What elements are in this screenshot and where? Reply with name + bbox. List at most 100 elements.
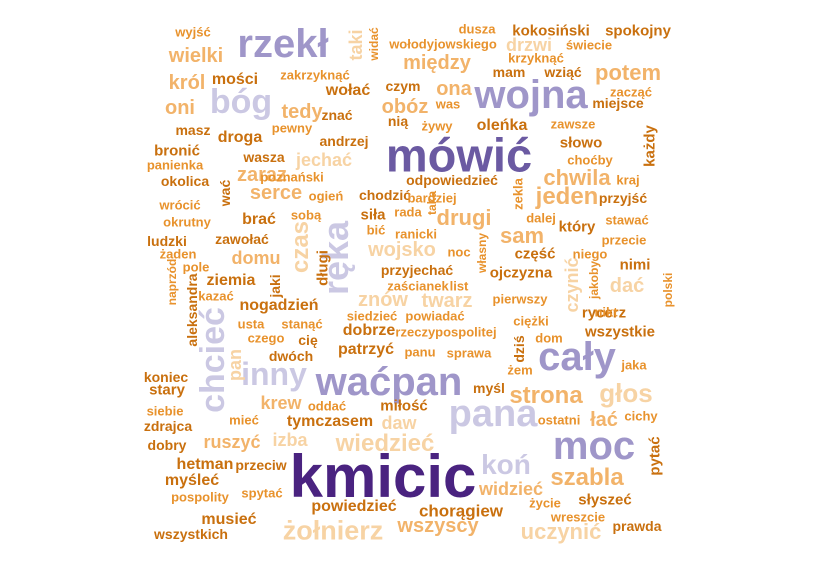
word: rycerz (581, 304, 627, 322)
word: ojczyzna (489, 264, 553, 282)
word: ogień (308, 188, 344, 204)
word: jakoby (587, 260, 601, 300)
word: daw (381, 413, 417, 433)
word: tedy (281, 101, 323, 123)
word: ciężki (513, 313, 549, 329)
word: dom (535, 330, 563, 346)
word: wołodyjowskiego (389, 36, 497, 52)
word: król (168, 72, 206, 94)
word: powiadać (405, 308, 465, 324)
word: pytać (646, 436, 664, 476)
word: tymczasem (286, 413, 374, 430)
word: widzieć (478, 479, 544, 499)
word: taki (346, 29, 366, 61)
word: oddać (307, 398, 347, 414)
word: czym (385, 78, 421, 94)
word: wyjść (175, 24, 211, 40)
word: polski (661, 272, 675, 308)
word: łać (590, 409, 618, 431)
word: przyjechać (380, 262, 454, 278)
word: aleksandra (184, 273, 200, 347)
word: bóg (209, 83, 273, 121)
word: głos (599, 378, 653, 408)
word: bić (366, 222, 386, 238)
word: dobry (147, 437, 187, 453)
word: droga (217, 129, 263, 146)
word: poznański (260, 169, 324, 185)
word: mości (211, 71, 259, 88)
word: rzeczypospolitej (395, 324, 497, 340)
word: wać (217, 179, 233, 207)
word: jaka (621, 357, 647, 373)
word: ludzki (147, 233, 187, 249)
word: wrócić (159, 197, 201, 213)
word: między (403, 52, 471, 74)
word: zacząć (610, 84, 652, 100)
word: wojsko (368, 239, 436, 261)
word: wojna (474, 73, 588, 117)
word: kokosiński (512, 22, 590, 40)
word: przeciw (235, 457, 287, 473)
word: rada (394, 204, 422, 220)
word: cały (538, 335, 616, 379)
word: słyszeć (578, 491, 632, 509)
word: siebie (146, 403, 184, 419)
word: noc (447, 244, 471, 260)
word: panienka (146, 157, 204, 173)
word: żywy (421, 118, 453, 134)
word: każdy (641, 125, 659, 167)
word: zekla (510, 178, 526, 210)
word: jechać (295, 150, 353, 170)
word: wiedzieć (335, 430, 435, 457)
word: kraj (616, 172, 640, 188)
word: jeden (535, 183, 599, 210)
word: niego (572, 246, 608, 262)
word: spytać (241, 485, 283, 501)
word: zaścianek (387, 278, 449, 294)
word: stary (149, 381, 185, 399)
word: pospolity (171, 489, 229, 505)
word: moc (552, 424, 636, 468)
word: izba (272, 430, 308, 450)
word: oni (165, 97, 195, 119)
word: sam (499, 223, 545, 248)
word: ona (436, 78, 472, 100)
word: hetman (176, 456, 234, 473)
word: naprzód (165, 258, 179, 306)
word: cichy (624, 408, 658, 424)
word: pana (448, 393, 538, 435)
word: drugi (436, 205, 492, 230)
word: ziemia (206, 272, 256, 289)
word: myśl (473, 380, 505, 396)
word: dwóch (268, 348, 314, 364)
word: mieć (229, 412, 259, 428)
word: dziś (511, 335, 527, 363)
word: czego (247, 330, 285, 346)
word: rzekł (237, 22, 329, 66)
word: bardziej (407, 190, 457, 206)
word: kmicic (289, 443, 477, 510)
word: okolica (160, 173, 210, 189)
word: myśleć (164, 472, 220, 489)
word: usta (237, 316, 265, 332)
word: nogadzień (239, 297, 319, 314)
word: wasza (243, 149, 285, 165)
word: siedzieć (346, 308, 398, 324)
word: mówić (385, 128, 533, 182)
word: odpowiedzieć (406, 172, 498, 188)
word: brać (242, 211, 276, 228)
word: chodzić (358, 187, 412, 203)
word: dalej (526, 210, 556, 226)
word: nikt (594, 304, 618, 320)
word: miłość (380, 397, 428, 415)
word: ranicki (395, 226, 437, 242)
word: część (514, 245, 556, 263)
word: mam (492, 64, 526, 80)
word: ruszyć (203, 432, 261, 452)
word: ostatni (537, 412, 581, 428)
word: okrutny (163, 214, 211, 230)
word: szabla (550, 464, 624, 491)
word: stanąć (281, 316, 323, 332)
word: serce (249, 182, 303, 204)
word: oleńka (476, 117, 528, 134)
